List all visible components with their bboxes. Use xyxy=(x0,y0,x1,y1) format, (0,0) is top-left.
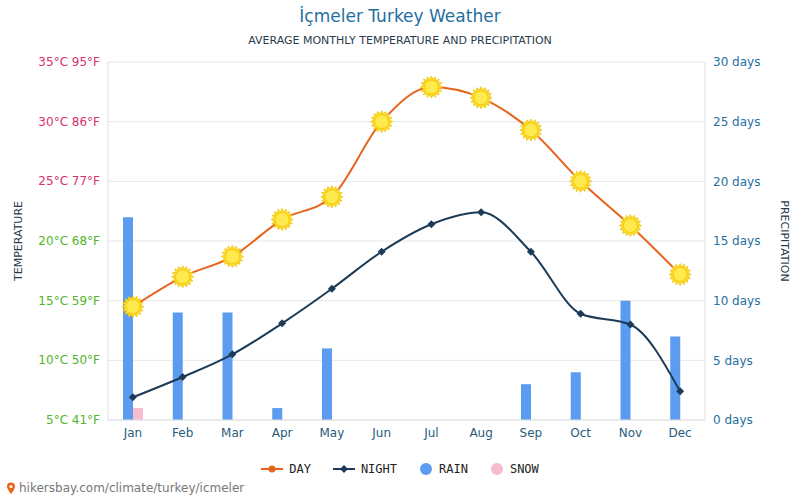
svg-text:35°C 95°F: 35°C 95°F xyxy=(38,55,100,69)
svg-text:20 days: 20 days xyxy=(713,175,760,189)
svg-text:15 days: 15 days xyxy=(713,234,760,248)
svg-text:Nov: Nov xyxy=(619,426,642,440)
svg-text:Feb: Feb xyxy=(172,426,193,440)
svg-text:5 days: 5 days xyxy=(713,354,753,368)
svg-text:Mar: Mar xyxy=(221,426,244,440)
svg-text:Jul: Jul xyxy=(423,426,438,440)
svg-text:15°C 59°F: 15°C 59°F xyxy=(38,294,100,308)
svg-text:0 days: 0 days xyxy=(713,413,753,427)
html-text:AVERAGE MONTHLY TEMPERATURE AN: AVERAGE MONTHLY TEMPERATURE AND PRECIPIT… xyxy=(248,34,552,47)
svg-text:May: May xyxy=(319,426,344,440)
svg-text:Oct: Oct xyxy=(570,426,591,440)
html-text:İçmeler Turkey Weather: İçmeler Turkey Weather xyxy=(299,6,501,26)
svg-text:10 days: 10 days xyxy=(713,294,760,308)
html-text:RAIN: RAIN xyxy=(439,462,468,476)
svg-text:Sep: Sep xyxy=(520,426,543,440)
svg-text:10°C 50°F: 10°C 50°F xyxy=(38,353,100,367)
html-text:NIGHT: NIGHT xyxy=(360,462,397,476)
svg-text:Jun: Jun xyxy=(371,426,391,440)
html-text:DAY: DAY xyxy=(289,462,311,476)
svg-text:5°C 41°F: 5°C 41°F xyxy=(46,413,100,427)
svg-text:25 days: 25 days xyxy=(713,115,760,129)
svg-text:Dec: Dec xyxy=(669,426,692,440)
svg-text:Jan: Jan xyxy=(123,426,143,440)
svg-text:25°C 77°F: 25°C 77°F xyxy=(38,174,100,188)
svg-text:TEMPERATURE: TEMPERATURE xyxy=(12,201,25,282)
svg-text:PRECIPITATION: PRECIPITATION xyxy=(778,200,791,281)
svg-text:30 days: 30 days xyxy=(713,55,760,69)
html-text:hikersbay.com/climate/turkey/i: hikersbay.com/climate/turkey/icmeler xyxy=(19,481,245,495)
svg-text:Aug: Aug xyxy=(469,426,492,440)
svg-text:30°C 86°F: 30°C 86°F xyxy=(38,115,100,129)
html-text:SNOW: SNOW xyxy=(509,462,539,476)
svg-text:20°C 68°F: 20°C 68°F xyxy=(38,234,100,248)
svg-text:Apr: Apr xyxy=(272,426,293,440)
